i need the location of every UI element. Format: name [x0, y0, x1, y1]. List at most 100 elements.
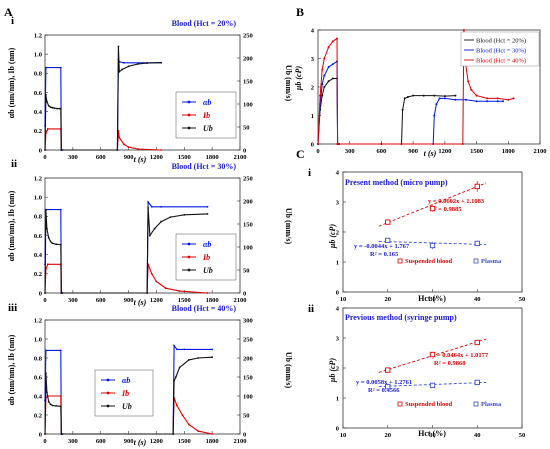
y-tick-label: 3: [336, 335, 340, 342]
roman-label: ii: [308, 303, 314, 315]
x-tick-label: 2100: [534, 148, 547, 155]
x-tick-label: 0: [43, 297, 46, 304]
series-point: [137, 63, 139, 65]
legend-label: αb: [122, 376, 130, 385]
legend: Blood (Hct = 20%) Blood (Hct = 30%) Blood …: [460, 31, 540, 67]
legend-marker: [187, 255, 191, 259]
series-point: [118, 136, 121, 139]
series-point: [327, 46, 330, 49]
legend-marker: [187, 268, 191, 272]
y-tick-label: 0: [336, 289, 339, 296]
legend-label: Blood (Hct = 30%): [476, 48, 526, 55]
series-point: [175, 376, 177, 378]
series-point: [178, 290, 181, 292]
series-point: [435, 103, 438, 106]
series-point: [327, 80, 330, 83]
series-point: [496, 100, 499, 103]
x-tick-label: 600: [96, 297, 106, 304]
legend-label: Ub: [122, 402, 132, 411]
y-tick-label-right: 250: [243, 32, 253, 39]
series-point: [153, 227, 156, 230]
data-point-Suspended blood: [474, 339, 480, 346]
legend-label: Ub: [203, 266, 213, 275]
y-tick-label-left: 0.6: [34, 233, 43, 240]
y-tick-label-left: 0.2: [34, 412, 42, 419]
series-point: [467, 80, 470, 83]
legend-label: Suspended blood: [405, 258, 453, 265]
y-tick-label: 2: [336, 365, 339, 372]
series-point: [173, 344, 176, 347]
legend: αb Ib Ub: [94, 369, 154, 417]
legend-label: Blood (Hct = 40%): [476, 58, 526, 65]
chart-title: Blood (Hct = 20%): [172, 19, 237, 28]
series-point: [336, 37, 338, 40]
x-tick-label: 50: [519, 432, 526, 439]
panel-letter-b: B: [296, 5, 304, 19]
series-point: [60, 292, 63, 294]
series-line-Ub: [44, 46, 162, 151]
x-tick-label: 0: [43, 438, 46, 445]
series-point: [45, 66, 47, 69]
x-tick-label: 300: [68, 297, 78, 304]
series-point: [321, 83, 324, 86]
series-point: [160, 149, 163, 151]
series-point: [47, 400, 50, 403]
series-point: [49, 240, 52, 243]
series-point: [183, 348, 186, 351]
legend-marker: [187, 113, 191, 117]
chart-title: Blood (Hct = 30%): [172, 162, 237, 171]
legend-marker: [473, 401, 479, 407]
series-point: [323, 86, 326, 88]
y-tick-label-right: 100: [243, 101, 253, 108]
x-tick-label: 30: [429, 432, 436, 439]
x-tick-label: 300: [68, 438, 78, 445]
series-point: [164, 287, 167, 290]
series-point: [137, 148, 139, 150]
y-tick-label-right: 100: [243, 393, 253, 400]
series-point: [454, 94, 457, 97]
series-point: [319, 94, 322, 97]
series-point: [53, 107, 56, 109]
series-point: [197, 430, 200, 432]
series-point: [403, 97, 406, 100]
roman-label: i: [308, 167, 311, 179]
y-axis-left-label: αb (nm/nm), Ib (nm): [7, 190, 16, 261]
series-point: [206, 292, 209, 294]
series-point: [49, 106, 52, 109]
series-point: [317, 143, 319, 145]
series-point: [486, 97, 489, 100]
data-point-Suspended blood: [385, 219, 391, 225]
legend-marker: [187, 242, 191, 246]
series-point: [323, 57, 326, 60]
series-line-Blood (Hct = 30%): [317, 60, 503, 145]
plot-frame: [342, 307, 523, 429]
chart-title: Present method (micro pump): [345, 178, 448, 187]
legend-marker: [473, 258, 479, 264]
series-point: [59, 208, 62, 211]
series-point: [406, 96, 409, 98]
roman-label: ii: [11, 158, 17, 170]
x-tick-label: 1500: [178, 297, 191, 304]
data-point-Plasma: [474, 379, 480, 386]
blue-fit-r2: R² = 0.4566: [368, 387, 400, 394]
y-tick-label: 0: [336, 425, 339, 432]
series-point: [45, 372, 47, 375]
data-point-Suspended blood: [429, 205, 436, 212]
y-tick-label-left: 1.2: [34, 32, 42, 39]
y-tick-label-left: 1.0: [34, 336, 42, 343]
series-point: [321, 68, 324, 71]
y-tick-label: 3: [336, 199, 340, 206]
y-tick-label: 3: [311, 56, 315, 63]
series-point: [117, 45, 120, 48]
series-point: [59, 243, 62, 246]
series-point: [146, 292, 149, 294]
series-point: [56, 107, 58, 110]
chart-b: μb (cP) t (s) 0 300 600 900 1200 1500 1800 2100…: [294, 27, 547, 158]
series-point: [176, 348, 178, 351]
legend-label: αb: [203, 240, 211, 249]
y-axis-right-label: Ub (mm/s): [284, 352, 293, 389]
x-tick-label: 2100: [234, 297, 247, 304]
x-tick-label: 1200: [438, 148, 451, 155]
fit-line: [378, 240, 487, 245]
